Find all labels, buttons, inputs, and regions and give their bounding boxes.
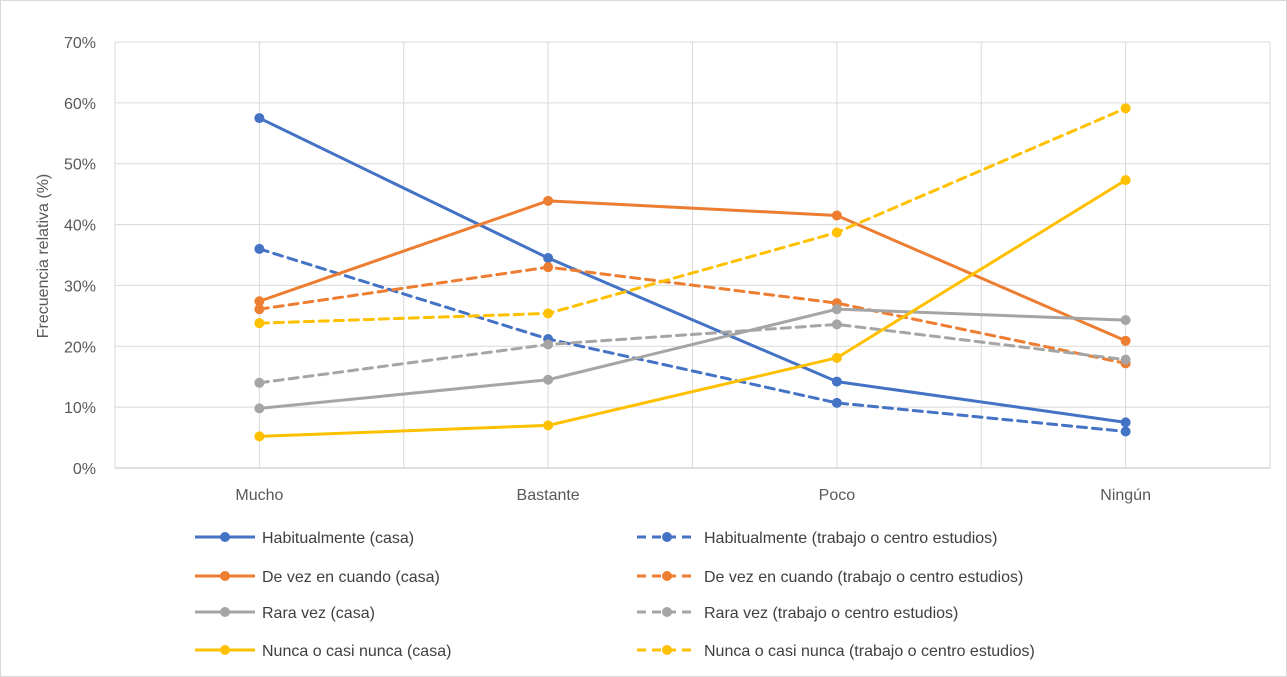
series-line <box>257 178 1128 438</box>
legend-marker <box>662 571 672 581</box>
legend-item: Nunca o casi nunca (casa) <box>195 643 451 660</box>
y-tick-label: 70% <box>64 35 96 52</box>
gridlines <box>114 41 1271 469</box>
data-point <box>543 339 554 350</box>
legend-label: De vez en cuando (casa) <box>262 569 440 586</box>
series-5 <box>254 304 1131 414</box>
data-point <box>831 352 842 363</box>
series-line <box>257 265 1128 365</box>
legend-marker <box>662 645 672 655</box>
x-axis-ticks: Mucho Bastante Poco Ningún <box>235 487 1151 504</box>
y-axis-title: Frecuencia relativa (%) <box>35 174 52 339</box>
legend-item: Nunca o casi nunca (trabajo o centro est… <box>637 643 1035 660</box>
data-point <box>831 319 842 330</box>
y-tick-label: 0% <box>73 461 96 478</box>
series-line <box>257 199 1128 343</box>
data-point <box>543 195 554 206</box>
legend-item: Habitualmente (casa) <box>195 530 414 547</box>
legend: Habitualmente (casa) Habitualmente (traba… <box>195 530 1035 660</box>
legend-item: Habitualmente (trabajo o centro estudios… <box>637 530 998 547</box>
data-point <box>1120 175 1131 186</box>
data-point <box>254 318 265 329</box>
data-point <box>1120 315 1131 326</box>
legend-marker <box>220 607 230 617</box>
y-tick-label: 40% <box>64 218 96 235</box>
legend-marker <box>220 532 230 542</box>
y-tick-label: 30% <box>64 278 96 295</box>
data-point <box>543 308 554 319</box>
data-point <box>831 227 842 238</box>
series-line <box>257 322 1128 385</box>
x-tick-label: Ningún <box>1100 487 1151 504</box>
legend-label: De vez en cuando (trabajo o centro estud… <box>704 569 1023 586</box>
data-point <box>1120 103 1131 114</box>
series-line <box>257 116 1128 424</box>
series-line <box>257 106 1128 325</box>
y-tick-label: 20% <box>64 339 96 356</box>
data-point <box>254 431 265 442</box>
data-point <box>831 304 842 315</box>
series-line <box>257 307 1128 410</box>
series-2 <box>254 243 1131 437</box>
legend-marker <box>662 532 672 542</box>
legend-label: Habitualmente (trabajo o centro estudios… <box>704 530 998 547</box>
legend-item: Rara vez (trabajo o centro estudios) <box>637 605 958 622</box>
data-point <box>543 420 554 431</box>
data-point <box>254 113 265 124</box>
data-point <box>543 253 554 264</box>
series-6 <box>254 319 1131 388</box>
legend-label: Nunca o casi nunca (trabajo o centro est… <box>704 643 1035 660</box>
series-line <box>257 247 1128 433</box>
data-point <box>1120 426 1131 437</box>
legend-marker <box>220 645 230 655</box>
y-tick-label: 60% <box>64 96 96 113</box>
data-point <box>1120 417 1131 428</box>
legend-label: Habitualmente (casa) <box>262 530 414 547</box>
y-tick-label: 50% <box>64 157 96 174</box>
x-tick-label: Bastante <box>517 487 580 504</box>
y-axis-ticks: 0% 10% 20% 30% 40% 50% 60% 70% <box>64 35 96 478</box>
legend-label: Rara vez (trabajo o centro estudios) <box>704 605 958 622</box>
data-point <box>1120 354 1131 365</box>
data-point <box>254 243 265 254</box>
y-tick-label: 10% <box>64 400 96 417</box>
legend-item: De vez en cuando (casa) <box>195 569 440 586</box>
series-8 <box>254 103 1131 329</box>
x-tick-label: Mucho <box>235 487 283 504</box>
data-point <box>543 374 554 385</box>
legend-item: De vez en cuando (trabajo o centro estud… <box>637 569 1023 586</box>
data-point <box>831 376 842 387</box>
data-point <box>254 304 265 315</box>
data-point <box>1120 335 1131 346</box>
data-point <box>831 210 842 221</box>
legend-label: Rara vez (casa) <box>262 605 375 622</box>
data-point <box>543 262 554 273</box>
series-lines <box>254 103 1131 442</box>
x-tick-label: Poco <box>819 487 856 504</box>
data-point <box>254 377 265 388</box>
series-7 <box>254 175 1131 442</box>
legend-marker <box>220 571 230 581</box>
legend-item: Rara vez (casa) <box>195 605 375 622</box>
legend-marker <box>662 607 672 617</box>
data-point <box>254 403 265 414</box>
legend-label: Nunca o casi nunca (casa) <box>262 643 451 660</box>
data-point <box>831 397 842 408</box>
series-1 <box>254 113 1131 428</box>
data-point <box>254 296 265 307</box>
series-3 <box>254 195 1131 346</box>
